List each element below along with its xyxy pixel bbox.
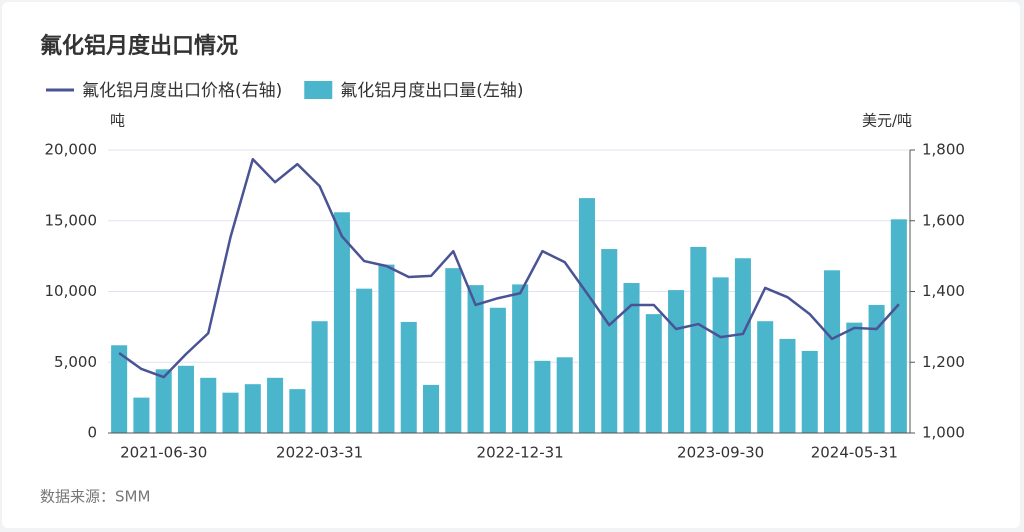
bar xyxy=(155,369,172,433)
bar xyxy=(467,285,484,433)
bar xyxy=(712,277,729,433)
y2-tick-label: 1,200 xyxy=(922,353,965,371)
y-unit: 吨 xyxy=(110,112,125,130)
bar xyxy=(289,389,306,433)
bar xyxy=(111,345,128,433)
y2-tick-label: 1,600 xyxy=(922,211,965,229)
bar xyxy=(668,290,685,433)
x-tick-label: 2021-06-30 xyxy=(120,444,207,462)
y-tick-label: 20,000 xyxy=(45,141,98,159)
bar xyxy=(423,384,440,433)
legend-label: 氟化铝月度出口量(左轴) xyxy=(340,81,523,101)
bar xyxy=(311,321,328,433)
bar xyxy=(801,350,818,433)
x-tick-label: 2022-12-31 xyxy=(477,444,564,462)
bar xyxy=(623,283,640,433)
bar xyxy=(757,321,774,433)
bar xyxy=(601,249,618,433)
bar xyxy=(578,198,595,433)
bar xyxy=(846,322,863,433)
bar xyxy=(690,246,707,433)
bar xyxy=(222,392,239,433)
y2-tick-label: 1,800 xyxy=(922,141,965,159)
bar xyxy=(779,338,796,433)
y-tick-label: 15,000 xyxy=(45,211,98,229)
bar xyxy=(244,384,261,433)
source: 数据来源：SMM xyxy=(40,488,150,506)
bar xyxy=(378,264,395,433)
y-tick-label: 5,000 xyxy=(54,353,97,371)
legend-label: 氟化铝月度出口价格(右轴) xyxy=(82,81,282,101)
bar xyxy=(868,304,885,433)
bar xyxy=(200,377,217,433)
y2-tick-label: 1,400 xyxy=(922,282,965,300)
y2-unit: 美元/吨 xyxy=(862,112,912,130)
y-tick-label: 0 xyxy=(87,424,97,442)
bar xyxy=(645,314,662,433)
x-tick-label: 2022-03-31 xyxy=(276,444,363,462)
bar xyxy=(556,357,573,433)
bar xyxy=(489,307,506,433)
y2-tick-label: 1,000 xyxy=(922,424,965,442)
chart-title: 氟化铝月度出口情况 xyxy=(40,33,238,59)
bar xyxy=(177,365,194,433)
y-tick-label: 10,000 xyxy=(45,282,98,300)
bar xyxy=(333,212,350,433)
bar xyxy=(400,321,417,433)
x-tick-label: 2024-05-31 xyxy=(811,444,898,462)
bar xyxy=(734,258,751,433)
legend-swatch xyxy=(304,81,333,99)
bar xyxy=(267,377,284,433)
bar xyxy=(512,284,529,433)
bar xyxy=(133,397,150,433)
line xyxy=(118,157,900,379)
bar xyxy=(824,270,841,433)
bar xyxy=(890,219,907,433)
x-tick-label: 2023-09-30 xyxy=(677,444,764,462)
bar xyxy=(356,288,373,433)
bar xyxy=(534,360,551,433)
bar xyxy=(445,268,462,433)
